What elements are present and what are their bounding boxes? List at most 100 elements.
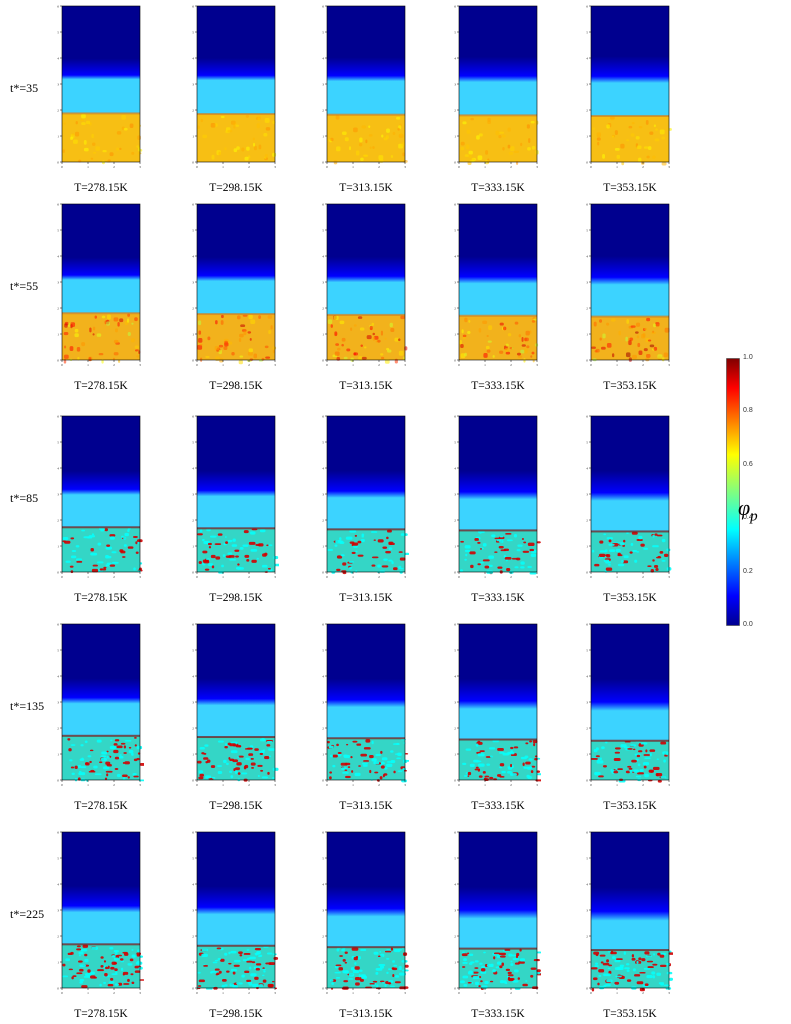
simulation-panel: 0 1 2 3 4 5 6 0 1 2 3 bbox=[57, 831, 144, 995]
simulation-panel: 0 1 2 3 4 5 6 0 1 2 3 bbox=[454, 203, 538, 368]
svg-text:6: 6 bbox=[57, 623, 59, 627]
svg-text:3: 3 bbox=[454, 493, 456, 497]
svg-text:2: 2 bbox=[322, 307, 324, 311]
svg-text:2: 2 bbox=[192, 519, 194, 523]
svg-text:3: 3 bbox=[668, 991, 670, 995]
svg-text:3: 3 bbox=[192, 281, 194, 285]
temperature-label: T=298.15K bbox=[209, 182, 263, 194]
svg-text:4: 4 bbox=[454, 675, 456, 679]
svg-text:1: 1 bbox=[484, 575, 486, 579]
svg-text:6: 6 bbox=[192, 623, 194, 627]
svg-text:5: 5 bbox=[454, 441, 456, 445]
simulation-panel: 0 1 2 3 4 5 6 0 1 2 3 bbox=[57, 5, 143, 169]
svg-text:0: 0 bbox=[454, 359, 456, 363]
svg-text:4: 4 bbox=[454, 255, 456, 259]
svg-text:2: 2 bbox=[586, 109, 588, 113]
svg-text:5: 5 bbox=[454, 857, 456, 861]
row-label: t*=55 bbox=[10, 279, 39, 293]
svg-text:6: 6 bbox=[586, 5, 588, 9]
svg-text:3: 3 bbox=[274, 363, 276, 367]
svg-text:5: 5 bbox=[57, 441, 59, 445]
svg-text:6: 6 bbox=[322, 623, 324, 627]
svg-text:3: 3 bbox=[192, 83, 194, 87]
svg-text:2: 2 bbox=[378, 991, 380, 995]
simulation-panel: 0 1 2 3 4 5 6 0 1 2 3 bbox=[322, 623, 409, 787]
svg-text:3: 3 bbox=[668, 165, 670, 169]
svg-text:1: 1 bbox=[87, 575, 89, 579]
svg-text:1: 1 bbox=[586, 753, 588, 757]
svg-text:3: 3 bbox=[454, 701, 456, 705]
svg-text:0: 0 bbox=[196, 165, 198, 169]
svg-text:1: 1 bbox=[616, 783, 618, 787]
svg-text:6: 6 bbox=[57, 831, 59, 835]
svg-text:4: 4 bbox=[57, 675, 59, 679]
colorbar-symbol: φ bbox=[738, 495, 751, 520]
temperature-label: T=353.15K bbox=[603, 800, 657, 812]
svg-text:4: 4 bbox=[454, 883, 456, 887]
simulation-panel: 0 1 2 3 4 5 6 0 1 2 3 bbox=[57, 415, 143, 579]
svg-text:1: 1 bbox=[484, 363, 486, 367]
svg-text:3: 3 bbox=[586, 909, 588, 913]
svg-text:4: 4 bbox=[322, 255, 324, 259]
svg-text:2: 2 bbox=[322, 935, 324, 939]
svg-text:1: 1 bbox=[616, 363, 618, 367]
svg-text:6: 6 bbox=[586, 831, 588, 835]
simulation-panel: 0 1 2 3 4 5 6 0 1 2 3 bbox=[586, 623, 670, 788]
svg-text:3: 3 bbox=[322, 83, 324, 87]
temperature-label: T=298.15K bbox=[209, 1008, 263, 1020]
svg-text:2: 2 bbox=[642, 575, 644, 579]
svg-text:4: 4 bbox=[586, 467, 588, 471]
svg-text:6: 6 bbox=[454, 623, 456, 627]
svg-text:0: 0 bbox=[590, 783, 592, 787]
svg-text:2: 2 bbox=[248, 165, 250, 169]
svg-text:6: 6 bbox=[57, 5, 59, 9]
row-label: t*=135 bbox=[10, 699, 45, 713]
svg-text:0: 0 bbox=[590, 991, 592, 995]
svg-text:6: 6 bbox=[192, 831, 194, 835]
svg-text:0: 0 bbox=[590, 575, 592, 579]
svg-text:3: 3 bbox=[536, 575, 538, 579]
svg-text:5: 5 bbox=[57, 857, 59, 861]
svg-text:6: 6 bbox=[192, 5, 194, 9]
svg-text:1: 1 bbox=[192, 545, 194, 549]
svg-text:1: 1 bbox=[192, 753, 194, 757]
svg-text:6: 6 bbox=[454, 5, 456, 9]
svg-text:4: 4 bbox=[454, 57, 456, 61]
svg-text:1: 1 bbox=[352, 991, 354, 995]
svg-text:1: 1 bbox=[454, 753, 456, 757]
colorbar-tick-label: 0.6 bbox=[743, 460, 753, 468]
colorbar-subscript: p bbox=[750, 508, 758, 525]
svg-text:0: 0 bbox=[57, 987, 59, 991]
svg-text:5: 5 bbox=[192, 649, 194, 653]
temperature-label: T=333.15K bbox=[471, 800, 525, 812]
simulation-panel: 0 1 2 3 4 5 6 0 1 2 3 bbox=[192, 5, 276, 170]
svg-text:2: 2 bbox=[454, 519, 456, 523]
svg-text:1: 1 bbox=[454, 333, 456, 337]
svg-text:2: 2 bbox=[454, 109, 456, 113]
svg-text:0: 0 bbox=[458, 363, 460, 367]
svg-text:4: 4 bbox=[192, 675, 194, 679]
svg-text:2: 2 bbox=[454, 727, 456, 731]
svg-text:2: 2 bbox=[192, 109, 194, 113]
svg-text:5: 5 bbox=[192, 229, 194, 233]
svg-text:3: 3 bbox=[57, 83, 59, 87]
svg-text:6: 6 bbox=[192, 203, 194, 207]
svg-text:0: 0 bbox=[61, 783, 63, 787]
temperature-label: T=313.15K bbox=[339, 800, 393, 812]
temperature-label: T=298.15K bbox=[209, 592, 263, 604]
svg-text:2: 2 bbox=[586, 935, 588, 939]
svg-text:4: 4 bbox=[57, 255, 59, 259]
svg-text:3: 3 bbox=[192, 701, 194, 705]
colorbar-tick-label: 0.2 bbox=[743, 567, 753, 575]
svg-text:4: 4 bbox=[454, 467, 456, 471]
svg-text:4: 4 bbox=[322, 57, 324, 61]
svg-text:4: 4 bbox=[586, 675, 588, 679]
svg-text:0: 0 bbox=[458, 575, 460, 579]
svg-text:3: 3 bbox=[668, 575, 670, 579]
svg-text:0: 0 bbox=[196, 363, 198, 367]
svg-text:3: 3 bbox=[536, 991, 538, 995]
svg-text:2: 2 bbox=[510, 991, 512, 995]
svg-text:4: 4 bbox=[192, 255, 194, 259]
svg-text:4: 4 bbox=[322, 675, 324, 679]
svg-text:0: 0 bbox=[586, 779, 588, 783]
